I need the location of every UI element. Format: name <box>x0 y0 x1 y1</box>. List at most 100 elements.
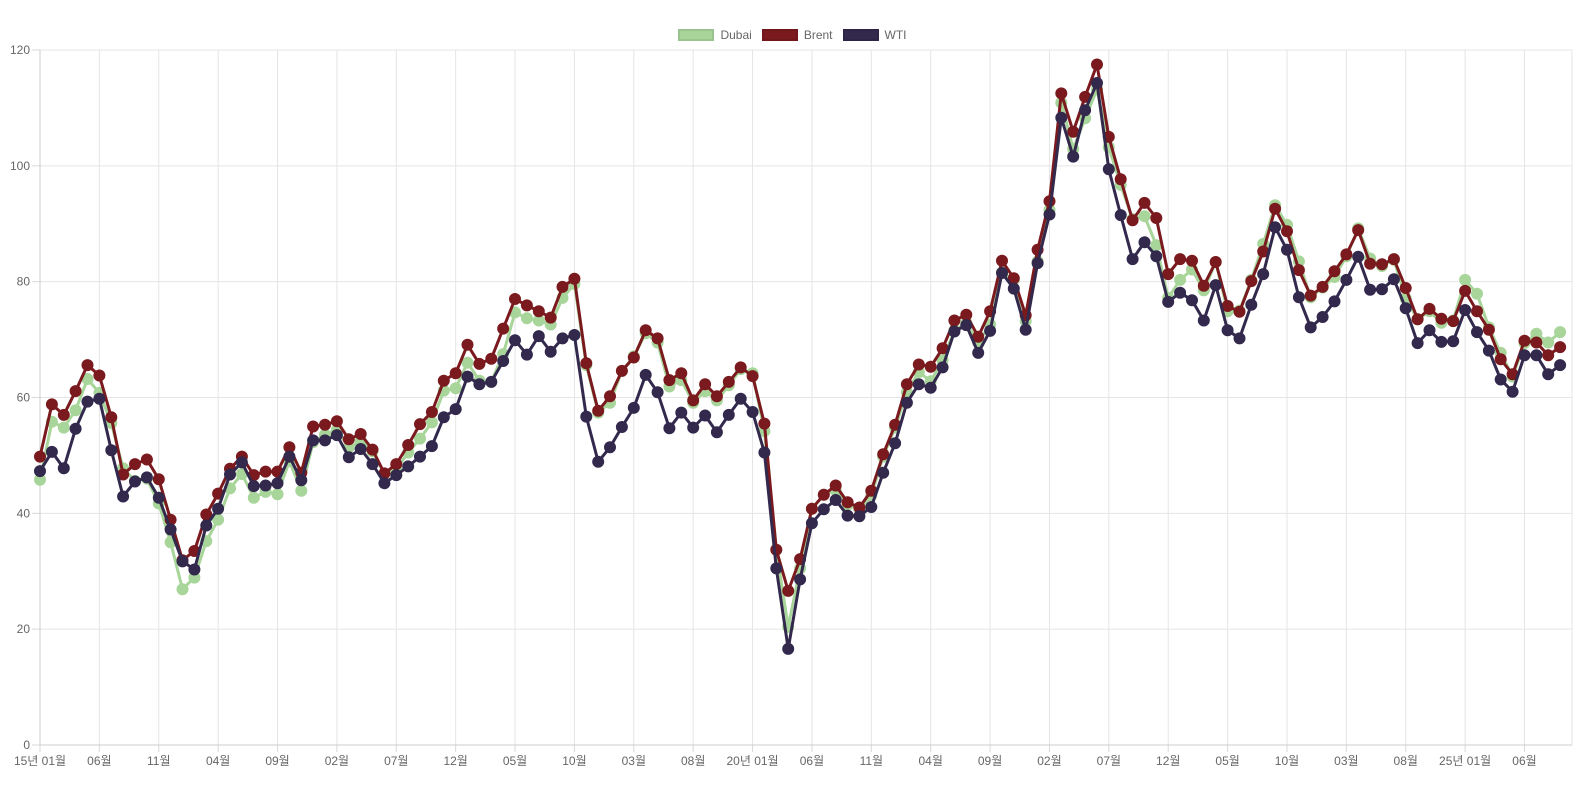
data-point-wti-17 <box>235 456 248 469</box>
data-point-brent-98 <box>1197 279 1210 292</box>
legend-swatch-brent <box>761 29 798 41</box>
y-tick-label-40: 40 <box>17 506 31 520</box>
data-point-wti-35 <box>449 403 462 416</box>
data-point-wti-49 <box>615 421 628 433</box>
data-point-dubai-20 <box>271 488 284 501</box>
data-point-brent-61 <box>758 417 771 430</box>
data-point-wti-104 <box>1269 221 1282 234</box>
data-point-wti-4 <box>81 395 94 408</box>
data-point-dubai-3 <box>69 404 82 417</box>
data-point-dubai-96 <box>1174 273 1187 286</box>
data-point-brent-47 <box>592 404 605 417</box>
data-point-brent-106 <box>1292 264 1305 277</box>
data-point-wti-91 <box>1114 209 1127 222</box>
data-point-wti-97 <box>1186 294 1198 307</box>
data-point-wti-41 <box>520 348 533 361</box>
data-point-wti-110 <box>1340 273 1353 286</box>
data-point-brent-9 <box>140 453 153 466</box>
data-point-wti-123 <box>1494 373 1507 386</box>
data-point-wti-54 <box>675 406 688 419</box>
x-tick-label-2: 11월 <box>147 754 171 768</box>
data-point-wti-105 <box>1281 243 1293 256</box>
data-point-wti-85 <box>1043 208 1056 221</box>
data-point-brent-127 <box>1542 349 1555 362</box>
data-point-wti-15 <box>212 502 225 515</box>
data-point-brent-52 <box>651 332 664 345</box>
data-point-wti-78 <box>960 319 973 332</box>
data-point-brent-123 <box>1494 353 1507 366</box>
data-point-brent-1 <box>45 398 58 411</box>
data-point-wti-60 <box>746 406 759 418</box>
data-point-brent-101 <box>1233 305 1246 318</box>
data-point-wti-98 <box>1197 314 1210 327</box>
data-point-dubai-2 <box>57 421 70 434</box>
legend-item-wti[interactable]: WTI <box>842 28 907 42</box>
data-point-wti-124 <box>1506 385 1519 398</box>
data-point-brent-57 <box>710 390 723 403</box>
data-point-dubai-128 <box>1554 326 1567 339</box>
data-point-wti-22 <box>295 474 308 487</box>
legend-swatch-wti <box>842 29 879 41</box>
data-point-wti-100 <box>1221 324 1234 337</box>
data-point-dubai-36 <box>461 356 474 369</box>
legend-item-dubai[interactable]: Dubai <box>678 28 752 42</box>
series-line-dubai <box>38 87 1562 629</box>
data-point-brent-73 <box>900 378 913 391</box>
data-point-wti-39 <box>497 355 510 367</box>
data-point-wti-84 <box>1031 257 1044 270</box>
data-point-wti-21 <box>283 450 296 463</box>
y-tick-label-100: 100 <box>10 159 30 173</box>
x-tick-label-7: 12월 <box>443 754 467 768</box>
legend: Dubai Brent WTI <box>0 28 1585 42</box>
legend-item-brent[interactable]: Brent <box>761 28 833 42</box>
data-point-wti-89 <box>1091 77 1103 89</box>
data-point-wti-77 <box>948 325 961 338</box>
data-point-wti-115 <box>1399 302 1412 315</box>
data-point-wti-76 <box>936 361 949 374</box>
data-point-wti-95 <box>1162 295 1175 308</box>
data-point-brent-104 <box>1269 202 1282 215</box>
data-point-wti-43 <box>544 345 557 358</box>
data-point-wti-82 <box>1007 282 1020 295</box>
data-point-brent-118 <box>1435 312 1448 325</box>
data-point-brent-75 <box>924 360 937 373</box>
data-point-wti-18 <box>247 480 260 493</box>
data-point-brent-78 <box>960 308 973 321</box>
data-point-wti-119 <box>1447 335 1460 348</box>
data-point-wti-99 <box>1209 279 1222 292</box>
data-point-brent-31 <box>402 439 415 451</box>
data-point-brent-89 <box>1091 58 1103 71</box>
x-tick-label-23: 08월 <box>1394 754 1418 768</box>
x-tick-label-8: 05월 <box>503 754 527 768</box>
data-point-wti-72 <box>889 437 902 450</box>
data-point-brent-92 <box>1126 214 1139 227</box>
data-point-wti-61 <box>758 446 771 459</box>
data-point-wti-59 <box>734 392 747 405</box>
data-point-wti-47 <box>592 455 605 468</box>
data-point-wti-68 <box>841 509 854 522</box>
data-point-wti-101 <box>1233 332 1246 345</box>
x-tick-label-9: 10월 <box>562 754 586 768</box>
y-tick-label-80: 80 <box>17 275 31 289</box>
data-point-wti-32 <box>414 450 426 463</box>
data-point-wti-102 <box>1245 298 1258 311</box>
data-point-brent-19 <box>259 465 272 478</box>
data-point-brent-62 <box>770 543 783 556</box>
x-tick-label-13: 06월 <box>800 754 824 768</box>
data-point-wti-86 <box>1055 111 1068 124</box>
data-point-wti-58 <box>722 408 735 421</box>
data-point-brent-77 <box>948 314 961 327</box>
x-tick-label-19: 12월 <box>1156 754 1180 768</box>
data-point-wti-69 <box>853 510 866 523</box>
data-point-wti-10 <box>152 491 165 504</box>
data-point-brent-26 <box>342 433 355 446</box>
data-point-wti-1 <box>45 445 58 458</box>
data-point-brent-65 <box>805 502 818 515</box>
data-point-brent-126 <box>1530 336 1543 349</box>
data-point-brent-46 <box>580 357 593 370</box>
data-point-wti-25 <box>330 429 343 442</box>
data-point-dubai-127 <box>1542 336 1555 349</box>
data-point-wti-111 <box>1352 250 1365 263</box>
x-tick-label-24: 25년 01월 <box>1439 754 1491 768</box>
data-point-wti-64 <box>794 573 807 586</box>
